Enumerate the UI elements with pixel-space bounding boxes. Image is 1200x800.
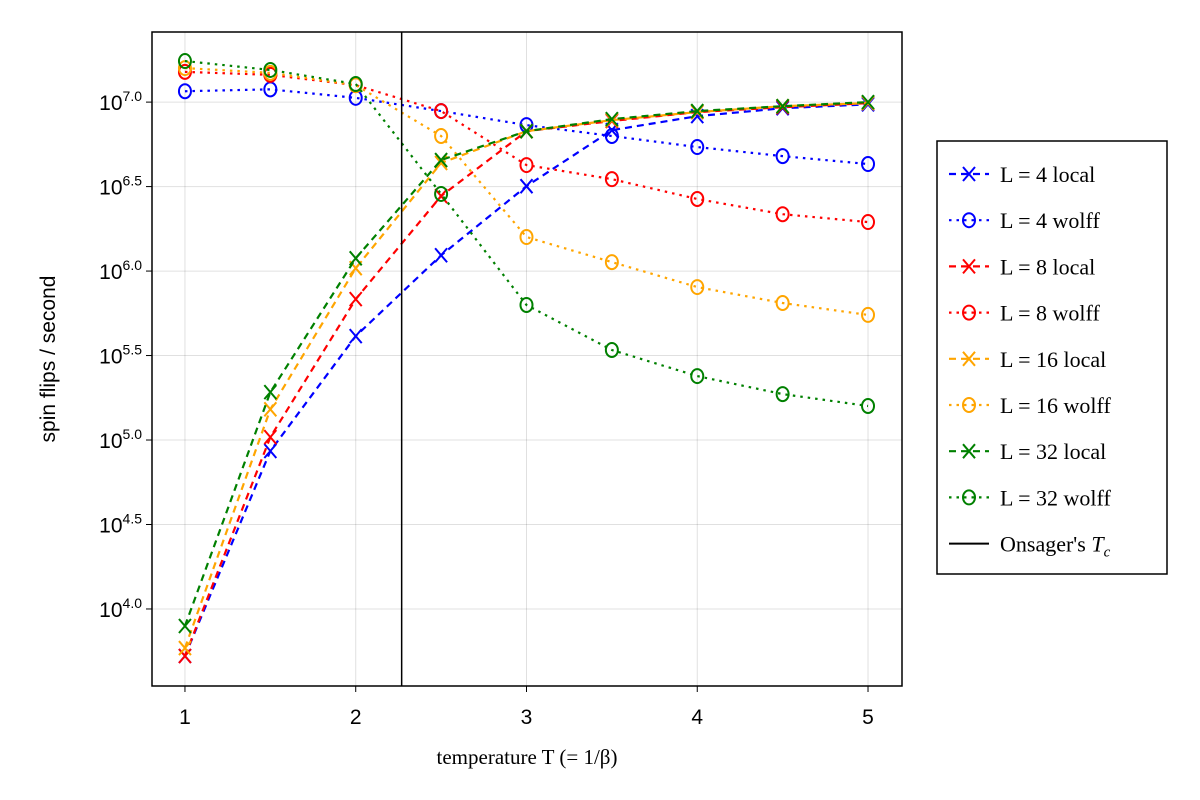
- data-point: [263, 429, 278, 445]
- data-point: [519, 178, 534, 194]
- data-point: [263, 401, 278, 417]
- circle-marker-icon: [962, 489, 976, 506]
- data-point: [690, 368, 705, 385]
- y-axis-label: spin flips / second: [37, 276, 60, 443]
- data-point: [690, 191, 705, 208]
- data-point: [604, 128, 619, 145]
- x-marker-icon: [962, 443, 976, 459]
- y-tick-label: 105.0: [99, 426, 142, 453]
- legend-label: L = 4 local: [1000, 162, 1095, 187]
- plot-frame: [151, 31, 903, 687]
- data-point: [434, 188, 448, 204]
- x-tick-label: 3: [521, 706, 533, 729]
- x-axis-label: temperature T (= 1/β): [437, 745, 618, 769]
- legend-item: L = 4 wolff: [949, 208, 1100, 233]
- legend-label: L = 8 local: [1000, 254, 1095, 279]
- legend-label: L = 4 wolff: [1000, 208, 1100, 233]
- legend-frame: [936, 140, 1168, 575]
- circle-marker-icon: [962, 304, 976, 321]
- data-point: [690, 103, 705, 119]
- data-point: [775, 295, 790, 312]
- y-tick-label: 105.5: [99, 342, 142, 369]
- x-tick-label: 1: [179, 706, 191, 729]
- data-point: [861, 156, 876, 173]
- data-point: [434, 103, 449, 120]
- data-point: [605, 111, 619, 127]
- data-point: [519, 123, 534, 139]
- x-tick-label: 2: [350, 706, 362, 729]
- data-point: [775, 98, 790, 114]
- data-point: [434, 185, 449, 202]
- x-tick-label: 4: [691, 706, 703, 729]
- y-tick-label: 106.0: [99, 257, 142, 284]
- data-point: [177, 83, 192, 100]
- data-point: [604, 342, 619, 359]
- data-point: [263, 384, 278, 400]
- circle-marker-icon: [962, 397, 976, 413]
- y-tick-label: 106.5: [99, 173, 142, 200]
- data-point: [178, 640, 192, 656]
- legend-label: L = 16 local: [1000, 347, 1106, 372]
- data-point: [348, 291, 363, 307]
- data-point: [519, 296, 534, 313]
- data-point: [775, 206, 790, 223]
- series-line: [184, 70, 869, 224]
- legend-label: L = 32 local: [1000, 439, 1106, 464]
- y-tick-label: 104.5: [99, 510, 142, 537]
- legend-label: L = 16 wolff: [1000, 393, 1111, 418]
- data-point: [861, 306, 876, 323]
- data-point: [348, 328, 363, 344]
- legend-item: L = 16 local: [949, 347, 1106, 372]
- x-marker-icon: [962, 351, 976, 367]
- data-point: [263, 443, 278, 459]
- data-point: [519, 157, 534, 174]
- legend-item: L = 32 wolff: [949, 485, 1111, 510]
- data-point: [861, 397, 876, 414]
- plot-area: [177, 32, 876, 686]
- legend-item: L = 16 wolff: [949, 393, 1111, 418]
- data-point: [519, 229, 534, 246]
- data-point: [263, 61, 278, 78]
- data-point: [775, 148, 790, 165]
- legend-item: L = 4 local: [949, 162, 1095, 187]
- data-point: [177, 53, 192, 70]
- y-tick-label: 104.0: [99, 595, 142, 622]
- data-point: [690, 279, 705, 296]
- legend-label: L = 32 wolff: [1000, 485, 1111, 510]
- data-point: [861, 214, 876, 231]
- legend-item: L = 32 local: [949, 439, 1106, 464]
- circle-marker-icon: [962, 212, 976, 229]
- series-line: [184, 66, 869, 317]
- x-tick-label: 5: [862, 706, 874, 729]
- series-line: [184, 59, 869, 408]
- data-point: [775, 386, 790, 403]
- data-point: [434, 152, 448, 168]
- data-point: [861, 94, 875, 110]
- series-line: [184, 88, 869, 166]
- legend: L = 4 local L = 4 wolff L = 8 local L = 8 w…: [936, 140, 1168, 575]
- legend-label: L = 8 wolff: [1000, 301, 1100, 326]
- data-point: [263, 81, 278, 98]
- x-marker-icon: [962, 258, 976, 275]
- data-point: [434, 247, 448, 263]
- legend-label: Onsager's Tc: [1000, 532, 1111, 561]
- legend-item: L = 8 wolff: [949, 301, 1100, 326]
- data-point: [604, 171, 619, 188]
- x-marker-icon: [962, 166, 976, 182]
- data-point: [348, 75, 363, 92]
- data-point: [604, 254, 619, 271]
- y-tick-label: 107.0: [99, 88, 142, 115]
- data-point: [348, 250, 363, 266]
- data-point: [434, 128, 449, 145]
- legend-item: L = 8 local: [949, 254, 1095, 279]
- data-point: [178, 618, 192, 634]
- data-point: [690, 139, 705, 156]
